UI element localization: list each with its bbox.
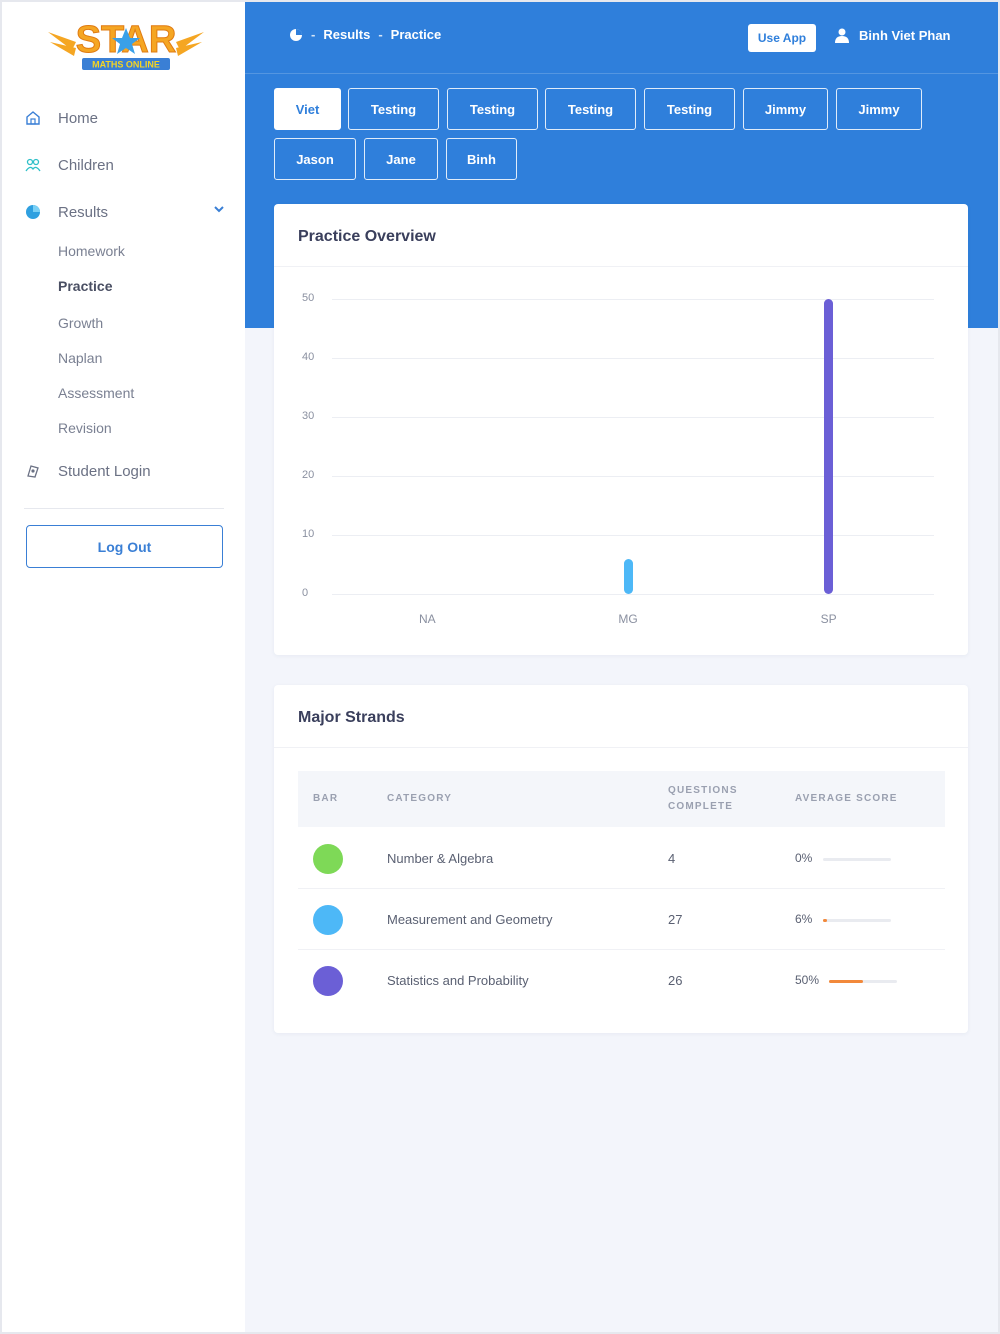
major-strands-card: Major Strands BAR CATEGORY QUESTIONS COM…: [274, 685, 968, 1033]
strand-questions: 27: [668, 912, 683, 927]
chart-gridline: [332, 476, 934, 477]
column-header-questions: QUESTIONS COMPLETE: [668, 783, 738, 815]
sidebar-subitem-homework[interactable]: Homework: [58, 243, 125, 259]
strands-table-header: BAR CATEGORY QUESTIONS COMPLETE AVERAGE …: [298, 771, 945, 827]
sidebar-divider: [24, 508, 224, 509]
student-chip-jimmy[interactable]: Jimmy: [836, 88, 922, 130]
chart-gridline: [332, 535, 934, 536]
sidebar-subitem-practice[interactable]: Practice: [58, 278, 113, 294]
breadcrumb-separator: -: [378, 27, 383, 42]
sidebar-subitem-revision[interactable]: Revision: [58, 420, 112, 436]
sidebar-subitem-assessment[interactable]: Assessment: [58, 385, 135, 401]
breadcrumb-practice: Practice: [390, 27, 442, 42]
strand-score: 50%: [795, 973, 820, 987]
strand-color-dot: [313, 966, 343, 996]
main-content: - Results - Practice Use App Binh Viet P…: [245, 2, 998, 1332]
practice-overview-card: Practice Overview 0 10 20 30 40 50 NA MG SP: [274, 204, 968, 655]
practice-overview-title: Practice Overview: [298, 228, 436, 245]
chart-bar-sp[interactable]: [824, 299, 834, 594]
logo-wordmark: STAR: [76, 19, 177, 61]
student-chip-viet[interactable]: Viet: [274, 88, 341, 130]
practice-overview-chart: 0 10 20 30 40 50 NA MG SP: [274, 204, 968, 655]
sidebar-item-label: Student Login: [58, 462, 151, 480]
strand-category: Number & Algebra: [387, 851, 494, 866]
sidebar-item-student-login[interactable]: Student Login: [24, 462, 151, 480]
strand-questions: 4: [668, 851, 676, 866]
sidebar-subitem-growth[interactable]: Growth: [58, 315, 104, 331]
sidebar-subitem-naplan[interactable]: Naplan: [58, 350, 103, 366]
header-divider: [245, 73, 998, 74]
user-icon: [835, 28, 849, 43]
logout-button[interactable]: Log Out: [26, 525, 223, 568]
column-header-bar: BAR: [313, 793, 339, 804]
column-header-questions-line1: QUESTIONS: [668, 785, 738, 796]
student-chip-binh[interactable]: Binh: [446, 138, 517, 180]
dashboard-icon[interactable]: [289, 28, 303, 42]
table-row[interactable]: Measurement and Geometry 27 6%: [298, 889, 945, 950]
column-header-category: CATEGORY: [387, 793, 453, 804]
strand-color-dot: [313, 844, 343, 874]
sidebar-item-home[interactable]: Home: [24, 109, 98, 127]
card-divider: [274, 747, 968, 748]
card-divider: [274, 266, 968, 267]
column-header-average-score: AVERAGE SCORE: [795, 793, 898, 804]
use-app-button[interactable]: Use App: [748, 24, 816, 52]
user-menu[interactable]: Binh Viet Phan: [835, 28, 951, 43]
chart-x-tick-label: MG: [618, 612, 638, 626]
sidebar-item-label: Home: [58, 109, 99, 127]
student-login-icon: [24, 462, 42, 480]
chart-y-tick-label: 0: [302, 587, 309, 599]
strand-score: 6%: [795, 912, 813, 926]
chart-x-tick-label: SP: [820, 612, 837, 626]
user-name: Binh Viet Phan: [859, 28, 951, 43]
strand-color-dot: [313, 905, 343, 935]
score-progress-bar: [829, 980, 897, 983]
student-chip-testing[interactable]: Testing: [348, 88, 439, 130]
score-progress-fill: [823, 919, 828, 922]
student-chip-jason[interactable]: Jason: [274, 138, 356, 180]
table-row[interactable]: Number & Algebra 4 0%: [298, 828, 945, 889]
chart-bar-mg[interactable]: [623, 558, 633, 594]
sidebar-item-label: Children: [58, 156, 114, 174]
sidebar: STAR MATHS ONLINE Home Children Results …: [2, 2, 245, 1332]
strand-questions: 26: [668, 973, 683, 988]
chart-y-tick-label: 30: [302, 410, 315, 422]
student-chip-jane[interactable]: Jane: [364, 138, 438, 180]
score-progress-fill: [829, 980, 863, 983]
chart-y-tick-label: 50: [302, 292, 315, 304]
children-icon: [24, 156, 42, 174]
chart-gridline: [332, 358, 934, 359]
score-progress-bar: [823, 858, 891, 861]
star-maths-online-logo[interactable]: STAR MATHS ONLINE: [46, 12, 206, 76]
sidebar-item-results[interactable]: Results: [24, 203, 108, 221]
student-chip-jimmy[interactable]: Jimmy: [743, 88, 828, 130]
chart-y-tick-label: 40: [302, 351, 315, 363]
logo-subtext: MATHS ONLINE: [92, 60, 160, 70]
student-chip-testing[interactable]: Testing: [545, 88, 636, 130]
sidebar-item-children[interactable]: Children: [24, 156, 114, 174]
chart-x-tick-label: NA: [418, 612, 436, 626]
breadcrumb-results[interactable]: Results: [323, 27, 371, 42]
chart-gridline: [332, 417, 934, 418]
student-chip-testing[interactable]: Testing: [447, 88, 538, 130]
major-strands-title: Major Strands: [298, 709, 405, 726]
chart-y-tick-label: 10: [302, 528, 315, 540]
student-chip-testing[interactable]: Testing: [644, 88, 735, 130]
column-header-questions-line2: COMPLETE: [668, 801, 734, 812]
strand-score: 0%: [795, 851, 813, 865]
home-icon: [24, 109, 42, 127]
pie-chart-icon: [24, 203, 42, 221]
chart-gridline: [332, 299, 934, 300]
chart-y-tick-label: 20: [302, 469, 315, 481]
score-progress-bar: [823, 919, 891, 922]
strand-category: Measurement and Geometry: [387, 912, 553, 927]
chart-gridline: [332, 594, 934, 595]
table-row[interactable]: Statistics and Probability 26 50%: [298, 950, 945, 1011]
breadcrumb: - Results - Practice: [289, 27, 441, 42]
strand-category: Statistics and Probability: [387, 973, 529, 988]
sidebar-item-label: Results: [58, 203, 109, 221]
breadcrumb-separator: -: [311, 27, 316, 42]
chevron-down-icon[interactable]: [212, 202, 226, 216]
